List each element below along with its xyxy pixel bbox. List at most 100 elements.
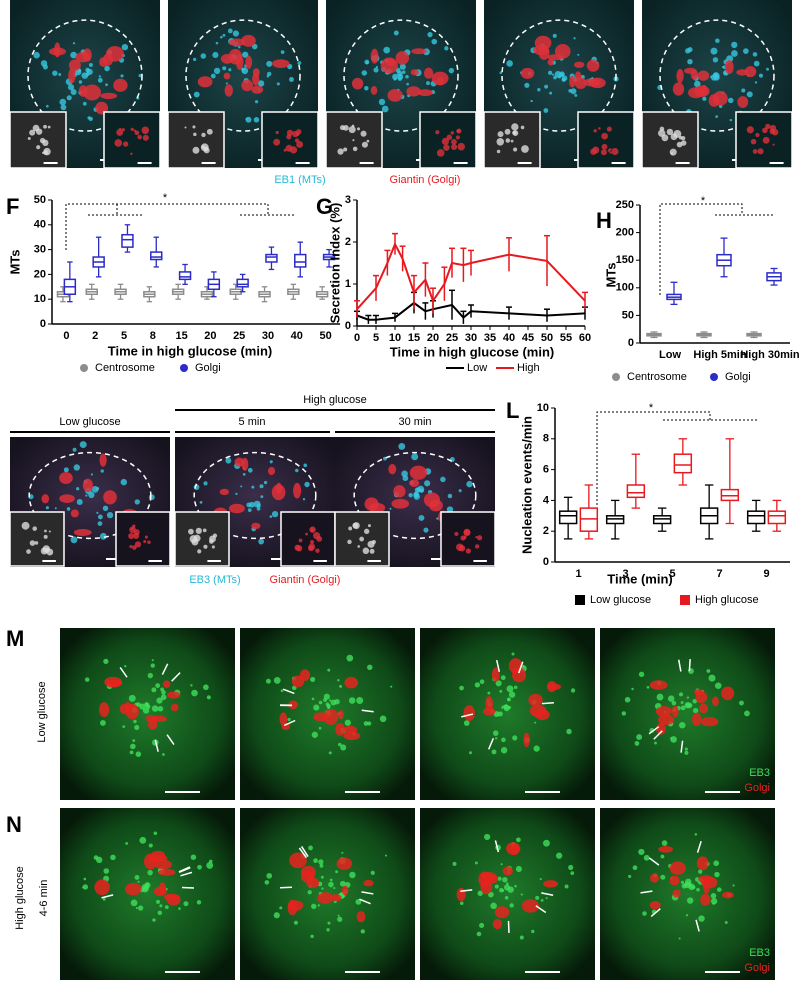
inset-signal bbox=[130, 152, 133, 156]
golgi-signal bbox=[337, 710, 344, 719]
golgi-signal bbox=[534, 35, 552, 50]
mt-signal bbox=[642, 911, 647, 916]
mt-signal bbox=[273, 676, 281, 684]
golgi-signal bbox=[103, 490, 117, 505]
mt-signal bbox=[710, 893, 717, 899]
mt-signal bbox=[247, 508, 252, 512]
y-axis-label: MTs bbox=[7, 249, 22, 274]
golgi-signal bbox=[669, 861, 686, 875]
legend-label: Golgi bbox=[195, 362, 221, 374]
mt-signal bbox=[313, 704, 320, 711]
mt-signal bbox=[263, 480, 268, 485]
significance-bracket bbox=[659, 203, 773, 295]
mt-signal bbox=[72, 42, 76, 45]
golgi-signal bbox=[492, 918, 503, 930]
inset bbox=[9, 511, 65, 567]
golgi-signal bbox=[335, 722, 346, 736]
inset-signal bbox=[296, 140, 304, 148]
golgi-signal bbox=[569, 75, 576, 88]
y-tick-label: 8 bbox=[543, 433, 549, 445]
mt-signal bbox=[266, 872, 273, 879]
inset-signal bbox=[752, 149, 758, 154]
mt-signal bbox=[715, 38, 720, 43]
nucleation-marker bbox=[653, 730, 663, 740]
inset-signal bbox=[606, 126, 612, 132]
mt-signal bbox=[346, 654, 354, 662]
x-tick-label: 3 bbox=[622, 568, 628, 580]
nucleation-marker bbox=[359, 898, 371, 905]
mt-signal bbox=[363, 721, 369, 726]
golgi-signal bbox=[393, 485, 406, 498]
mt-signal bbox=[162, 753, 165, 756]
mt-signal bbox=[646, 685, 650, 689]
mt-signal bbox=[545, 897, 548, 900]
mt-signal bbox=[494, 884, 499, 889]
mt-signal bbox=[87, 116, 91, 120]
mt-signal bbox=[492, 730, 499, 736]
mt-signal bbox=[754, 81, 758, 84]
inset-signal bbox=[141, 126, 150, 135]
golgi-signal bbox=[696, 856, 709, 871]
mt-signal bbox=[259, 484, 264, 489]
golgi-signal bbox=[370, 48, 379, 64]
mt-signal bbox=[257, 80, 265, 87]
mt-signal bbox=[45, 506, 49, 510]
inset bbox=[174, 511, 230, 567]
mt-signal bbox=[138, 905, 144, 911]
golgi-signal bbox=[288, 700, 298, 710]
group-header: High glucose bbox=[303, 394, 367, 406]
inset-signal bbox=[521, 145, 529, 153]
golgi-signal bbox=[482, 707, 496, 716]
mt-signal bbox=[151, 705, 159, 712]
mt-signal bbox=[708, 674, 716, 682]
mt-signal bbox=[390, 685, 393, 688]
inset-signal bbox=[505, 138, 511, 143]
nucleation-marker bbox=[161, 663, 169, 675]
mt-signal bbox=[694, 833, 698, 836]
golgi-signal bbox=[287, 899, 298, 916]
x-tick-label: 2 bbox=[92, 330, 98, 342]
inset-signal bbox=[757, 148, 764, 155]
mt-signal bbox=[157, 706, 164, 712]
inset-signal bbox=[36, 145, 41, 150]
mt-signal bbox=[125, 841, 129, 845]
inset bbox=[440, 511, 496, 567]
golgi-signal bbox=[573, 61, 585, 68]
x-tick-label: 55 bbox=[560, 332, 572, 344]
mt-signal bbox=[297, 61, 302, 65]
inset-signal bbox=[356, 127, 361, 131]
mt-signal bbox=[702, 96, 707, 101]
mt-signal bbox=[367, 664, 373, 671]
mt-signal bbox=[667, 695, 675, 702]
mt-signal bbox=[544, 84, 549, 89]
golgi-signal bbox=[48, 47, 66, 56]
mt-signal bbox=[694, 80, 701, 88]
inset-signal bbox=[593, 129, 597, 133]
mt-signal bbox=[88, 491, 95, 499]
mt-signal bbox=[124, 664, 127, 668]
legend-marker bbox=[680, 595, 690, 605]
nucleation-marker bbox=[487, 737, 495, 750]
nucleation-marker bbox=[696, 840, 702, 853]
golgi-signal bbox=[73, 528, 92, 537]
mt-signal bbox=[302, 498, 306, 501]
mt-signal bbox=[397, 70, 403, 77]
box bbox=[605, 515, 625, 525]
y-tick-label: 0 bbox=[40, 318, 46, 330]
mt-signal bbox=[501, 737, 506, 743]
golgi-signal bbox=[456, 887, 466, 902]
mt-signal bbox=[254, 100, 259, 104]
golgi-signal bbox=[656, 722, 666, 735]
mt-signal bbox=[698, 869, 703, 874]
inset-signal bbox=[144, 535, 148, 539]
mt-signal bbox=[570, 871, 575, 876]
inset-signal bbox=[504, 128, 511, 135]
mt-signal bbox=[543, 108, 549, 113]
mt-signal bbox=[303, 463, 308, 468]
inset-signal bbox=[436, 149, 445, 157]
mt-signal bbox=[405, 74, 409, 79]
golgi-signal bbox=[417, 89, 433, 97]
inset-signal bbox=[451, 143, 458, 151]
box bbox=[558, 510, 578, 525]
y-tick-label: 20 bbox=[34, 268, 46, 280]
